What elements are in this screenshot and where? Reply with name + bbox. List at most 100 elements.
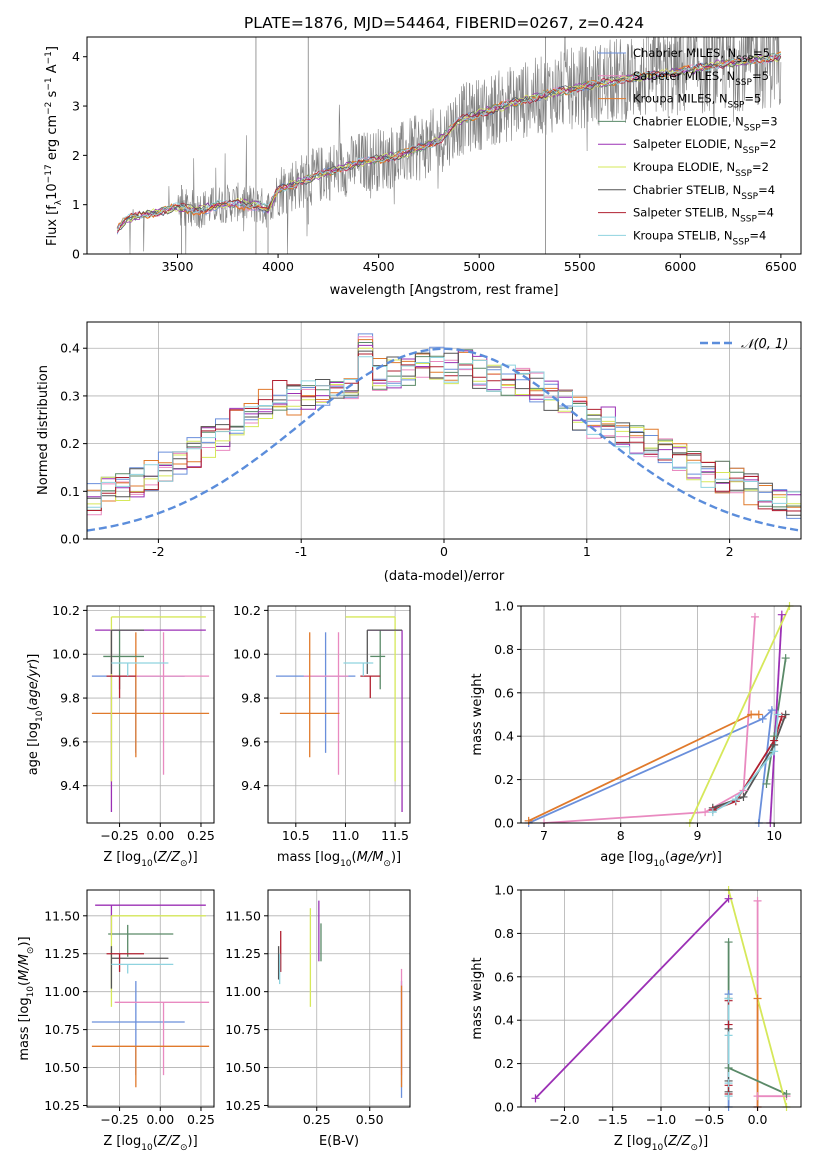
- y-tick-label: 0.0: [494, 1100, 514, 1115]
- x-tick-label: -1: [295, 544, 307, 559]
- weight-vs-age-panel: 7 8 9 10 0.0 0.2 0.4 0.6 0.8 1.0 age [log10(age/yr…: [470, 599, 802, 869]
- series-point-kroupa_miles: [753, 994, 762, 1003]
- series-line-salpeter_elodie: [769, 614, 783, 823]
- y-tick-label: 10.2: [52, 603, 80, 618]
- x-axis-label: Z [log10(Z/Z⊙)]: [103, 1134, 197, 1153]
- x-tick-label: 11.5: [381, 828, 409, 843]
- x-tick-label: 6500: [765, 259, 797, 274]
- plot-area: [275, 616, 403, 813]
- x-tick-label: 5500: [564, 259, 596, 274]
- model-spectrum-kroupa_elodie: [117, 55, 782, 230]
- x-tick-label: −0.25: [100, 828, 138, 843]
- y-axis-label: mass [log10(M/M⊙)]: [17, 936, 36, 1060]
- x-tick-label: 0.00: [146, 1112, 174, 1127]
- y-tick-label: 10.25: [225, 1098, 261, 1113]
- histogram-kroupa_stelib: [87, 356, 801, 508]
- x-tick-label: 0.50: [356, 1112, 384, 1127]
- spectrum-legend: Chabrier MILES, NSSP=5 Salpeter MILES, NS…: [598, 46, 778, 247]
- x-tick-label: -2: [152, 544, 164, 559]
- series-point-kroupa_miles: [747, 710, 756, 719]
- series-point-kroupa_stelib: [731, 795, 740, 804]
- mass-vs-metallicity-panel: −0.25 0.00 0.25 10.25 10.50 10.75 11.00 11.25 11…: [17, 889, 215, 1153]
- series-point-salpeter_elodie: [724, 894, 733, 903]
- series-point-kroupa_stelib: [770, 747, 779, 756]
- y-tick-label: 9.8: [60, 691, 80, 706]
- y-tick-label: 0.2: [60, 436, 80, 451]
- y-tick-label: 10.75: [225, 1022, 261, 1037]
- y-tick-label: 9.4: [241, 778, 261, 793]
- axes-frame: [520, 605, 802, 824]
- x-axis-label: Z [log10(Z/Z⊙)]: [103, 850, 197, 869]
- series-point-chabrier_stelib: [739, 792, 748, 801]
- series-point-chabrier_stelib: [781, 710, 790, 719]
- y-tick-label: 0.3: [60, 388, 80, 403]
- x-tick-label: 2: [726, 544, 734, 559]
- legend-label-kroupa_elodie: Kroupa ELODIE, NSSP=2: [633, 160, 769, 179]
- x-tick-label: 0.25: [303, 1112, 331, 1127]
- y-tick-label: 0.1: [60, 484, 80, 499]
- y-axis-label: Normed distribution: [36, 365, 51, 495]
- axes-frame: [267, 605, 411, 824]
- y-tick-label: 11.25: [44, 946, 80, 961]
- y-tick-label: 0.4: [60, 341, 80, 356]
- legend-label-salpeter_stelib: Salpeter STELIB, NSSP=4: [633, 206, 774, 225]
- y-tick-label: 0.4: [494, 729, 514, 744]
- x-tick-label: −0.25: [100, 1112, 138, 1127]
- weight-vs-metallicity-panel: −2.0 −1.5 −1.0 −0.5 0.0 0.0 0.2 0.4 0.6 0.8 1.0 Z […: [470, 883, 802, 1153]
- legend-label-salpeter_miles: Salpeter MILES, NSSP=5: [633, 69, 769, 88]
- axes-frame: [267, 889, 411, 1108]
- x-tick-label: −1.5: [598, 1112, 628, 1127]
- x-axis-label: wavelength [Angstrom, rest frame]: [330, 283, 559, 298]
- x-tick-label: 6000: [664, 259, 696, 274]
- series-point-chabrier_elodie: [724, 938, 733, 947]
- axes-frame: [86, 889, 215, 1108]
- x-tick-label: 3500: [162, 259, 194, 274]
- y-tick-label: 11.00: [225, 984, 261, 999]
- series-point-salpeter_elodie: [777, 610, 786, 619]
- series-point-kroupa_stelib: [773, 710, 782, 719]
- y-tick-label: 11.00: [44, 984, 80, 999]
- series-point-salpeter_miles: [753, 1092, 762, 1101]
- data-spectrum-line: [117, 37, 782, 254]
- y-tick-label: 9.6: [241, 734, 261, 749]
- series-point-kroupa_miles: [524, 816, 533, 825]
- series-point-salpeter_miles: [701, 808, 710, 817]
- series-point-chabrier_miles: [758, 714, 767, 723]
- residuals-panel: -2 -1 0 1 2 0.0 0.1 0.2 0.3 0.4 (data-model)/error…: [36, 321, 802, 584]
- y-tick-label: 0.0: [494, 816, 514, 831]
- y-axis-label: age [log10(age/yr)]: [26, 654, 45, 776]
- axes-frame: [86, 36, 802, 255]
- legend-label-kroupa_stelib: Kroupa STELIB, NSSP=4: [633, 228, 766, 247]
- legend-label-chabrier_miles: Chabrier MILES, NSSP=5: [633, 46, 770, 65]
- y-tick-label: 11.25: [225, 946, 261, 961]
- series-point-salpeter_miles: [753, 896, 762, 905]
- y-tick-label: 9.8: [241, 691, 261, 706]
- age-vs-metallicity-panel: −0.25 0.00 0.25 9.4 9.6 9.8 10.0 10.2 Z [log10(Z…: [26, 603, 215, 869]
- x-axis-label: age [log10(age/yr)]: [600, 850, 722, 869]
- y-tick-label: 4: [72, 49, 80, 64]
- series-point-kroupa_stelib: [724, 1079, 733, 1088]
- y-tick-label: 10.0: [233, 647, 261, 662]
- axes-frame: [86, 605, 215, 824]
- plot-area: [87, 333, 801, 532]
- x-tick-label: −0.5: [694, 1112, 724, 1127]
- x-tick-label: 4500: [363, 259, 395, 274]
- y-tick-label: 0.0: [60, 532, 80, 547]
- x-tick-label: −2.0: [549, 1112, 579, 1127]
- y-tick-label: 10.2: [233, 603, 261, 618]
- y-tick-label: 0: [72, 247, 80, 262]
- series-line-salpeter_miles: [756, 900, 787, 1107]
- y-tick-label: 0.8: [494, 926, 514, 941]
- y-tick-label: 1.0: [494, 883, 514, 898]
- y-tick-label: 9.4: [60, 778, 80, 793]
- x-tick-label: 7: [540, 828, 548, 843]
- spectrum-panel: 3500 4000 4500 5000 5500 6000 6500 0 1 2 3 4 wavelen…: [44, 36, 802, 298]
- x-axis-label: (data-model)/error: [384, 569, 505, 584]
- y-axis-label: mass weight: [470, 957, 485, 1039]
- series-point-salpeter_stelib: [770, 736, 779, 745]
- y-tick-label: 2: [72, 148, 80, 163]
- series-point-kroupa_stelib: [724, 994, 733, 1003]
- x-tick-label: 4000: [262, 259, 294, 274]
- series-point-chabrier_elodie: [782, 1089, 791, 1098]
- legend-label-normal: 𝒩(0, 1): [741, 337, 788, 352]
